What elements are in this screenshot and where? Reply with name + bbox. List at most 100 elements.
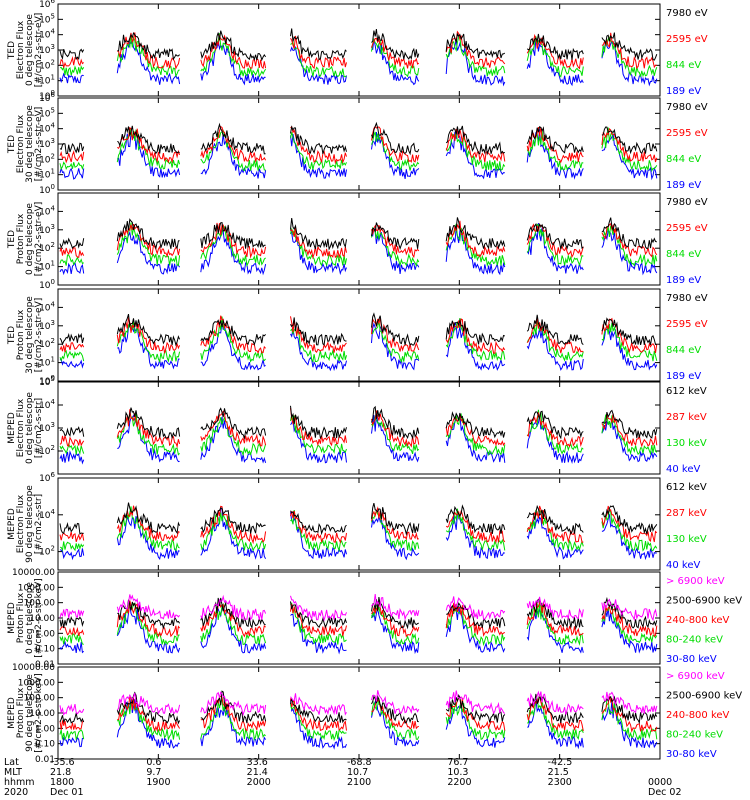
y-axis-label: MEPEDProton Flux0 deg telescope[#/cm2-s-… <box>7 578 44 657</box>
series-trace <box>59 729 85 741</box>
series-trace <box>371 502 420 536</box>
series-trace <box>445 606 506 647</box>
legend-entry-4: 189 eV <box>666 180 701 191</box>
legend-entry-1: 7980 eV <box>666 102 708 113</box>
series-trace <box>116 506 180 552</box>
series-trace <box>116 604 181 654</box>
series-trace <box>526 508 584 552</box>
series-trace <box>117 132 181 179</box>
legend-entry-2: 2595 eV <box>666 128 708 139</box>
legend-entry-5: 30-80 keV <box>666 654 717 665</box>
series-7980-ev <box>59 217 657 251</box>
series-trace <box>526 415 584 464</box>
series-trace <box>59 426 85 437</box>
legend-entry-1: 7980 eV <box>666 197 708 208</box>
y-tick-label: 102 <box>39 241 55 254</box>
legend-entry-3: 844 eV <box>666 154 701 165</box>
series-trace <box>526 516 584 560</box>
series-trace <box>446 602 506 630</box>
legend-entry-4: 40 keV <box>666 464 700 475</box>
legend-entry-2: 2595 eV <box>666 34 708 45</box>
series-trace <box>290 134 347 179</box>
legend-entry-3: 240-800 keV <box>666 710 730 721</box>
x-tick-mlt: 10.7 <box>347 767 368 778</box>
y-tick-label: 104 <box>39 398 55 411</box>
series-trace <box>371 695 419 724</box>
series-trace <box>59 615 85 629</box>
series-trace <box>526 504 584 536</box>
series-trace <box>371 698 420 747</box>
y-tick-label: 104 <box>39 28 55 41</box>
series-trace <box>445 411 506 439</box>
series-trace <box>116 691 181 725</box>
y-tick-label: 102 <box>39 152 55 165</box>
series-trace <box>601 409 658 439</box>
series-trace <box>116 600 180 638</box>
series-trace <box>445 596 506 620</box>
series-trace <box>59 150 85 164</box>
series-trace <box>200 224 266 268</box>
series-trace <box>601 322 658 362</box>
legend-entry-3: 844 eV <box>666 60 701 71</box>
series-trace <box>290 228 347 268</box>
legend-entry-5: 30-80 keV <box>666 749 717 760</box>
y-tick-label: 106 <box>39 471 55 484</box>
series-trace <box>200 690 267 724</box>
series-trace <box>59 349 85 362</box>
series-trace <box>601 507 658 552</box>
y-tick-label: 102 <box>39 337 55 350</box>
series-trace <box>200 698 266 742</box>
series-trace <box>371 37 420 69</box>
series-trace <box>290 408 347 447</box>
legend-entry-4: 189 eV <box>666 275 701 286</box>
series-trace <box>59 703 85 716</box>
series-trace <box>290 510 347 553</box>
series-trace <box>526 126 584 154</box>
series-trace <box>371 410 420 448</box>
panel-7: 0.010.101.0010.00100.001000.0010000.00ME… <box>7 568 742 670</box>
series-trace <box>59 548 85 561</box>
legend-entry-1: > 6900 keV <box>666 671 725 682</box>
y-axis-label: MEPEDElectron Flux90 deg telescope[#/cm2… <box>7 485 44 563</box>
x-tick-hhmm: 1900 <box>146 777 170 788</box>
y-tick-label: 100 <box>39 183 55 196</box>
y-tick-label: 106 <box>39 91 55 104</box>
series-612-kev <box>59 405 658 440</box>
series-7980-ev <box>59 28 658 62</box>
y-tick-label: 103 <box>39 223 55 236</box>
x-tick-hhmm: 2200 <box>447 777 471 788</box>
series-trace <box>290 316 347 354</box>
series-287-kev <box>59 408 658 449</box>
x-tick-mlt: 21.4 <box>247 767 268 778</box>
series-trace <box>526 126 584 164</box>
x-tick-hhmm: 0000 <box>648 777 672 788</box>
series-trace <box>117 32 181 70</box>
series-trace <box>371 39 420 86</box>
series-trace <box>59 435 85 447</box>
series-trace <box>526 690 584 715</box>
series-trace <box>290 41 347 78</box>
y-tick-label: 1.00 <box>35 629 55 639</box>
legend-entry-3: 844 eV <box>666 345 701 356</box>
series-trace <box>601 32 658 61</box>
y-tick-label: 104 <box>39 508 55 521</box>
series-trace <box>371 690 420 715</box>
series-trace <box>526 222 584 250</box>
series-trace <box>59 342 85 353</box>
series-trace <box>117 31 180 61</box>
series-trace <box>601 217 657 250</box>
series-trace <box>371 226 420 268</box>
series-trace <box>290 218 347 251</box>
series-trace <box>200 512 267 552</box>
series-trace <box>290 419 347 464</box>
x-tick-lat: 33.6 <box>247 757 268 768</box>
series-trace <box>200 602 267 645</box>
x-tick-lat: -42.5 <box>548 757 573 768</box>
y-tick-label: 0.01 <box>35 755 55 765</box>
series-trace <box>371 312 420 346</box>
series-trace <box>59 608 85 619</box>
series-trace <box>601 695 658 725</box>
series-trace <box>445 32 506 59</box>
series-trace <box>116 317 181 354</box>
